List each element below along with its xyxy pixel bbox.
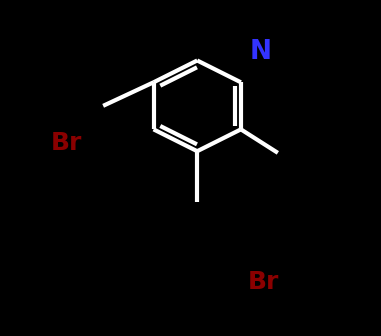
- Text: Br: Br: [51, 131, 82, 155]
- Text: N: N: [249, 39, 271, 65]
- Text: Br: Br: [248, 270, 279, 294]
